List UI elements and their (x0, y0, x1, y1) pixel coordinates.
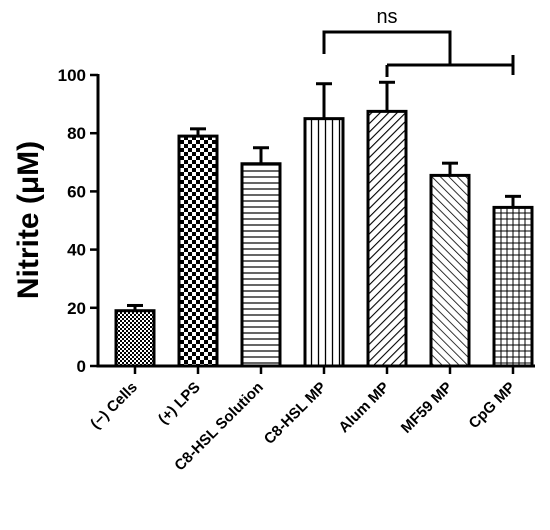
x-category-label: Alum MP (335, 379, 392, 436)
significance-bracket-upper (322, 30, 452, 65)
y-tick-label: 0 (77, 357, 86, 376)
x-category-label: (+) LPS (155, 379, 204, 428)
y-tick-label: 100 (58, 66, 86, 85)
x-category-label: C8-HSL MP (261, 379, 330, 448)
x-category-label: MF59 MP (398, 379, 456, 437)
y-axis-title: Nitrite (μM) (12, 141, 45, 299)
bar (429, 173, 471, 368)
x-category-label: CpG MP (466, 379, 519, 432)
y-tick-label: 20 (67, 299, 86, 318)
bar (240, 162, 282, 368)
annotations: ns (322, 6, 515, 77)
y-axis-title-group: Nitrite (μM) (12, 141, 45, 299)
bars (114, 109, 534, 368)
x-category-label: (−) Cells (87, 379, 141, 433)
error-bars (127, 80, 521, 311)
y-tick-label: 60 (67, 182, 86, 201)
bar (303, 117, 345, 368)
bar (114, 309, 156, 368)
y-tick-label: 80 (67, 124, 86, 143)
bar (177, 134, 219, 368)
significance-label: ns (376, 6, 397, 28)
bar (366, 109, 408, 368)
bar (492, 205, 534, 368)
y-tick-label: 40 (67, 241, 86, 260)
